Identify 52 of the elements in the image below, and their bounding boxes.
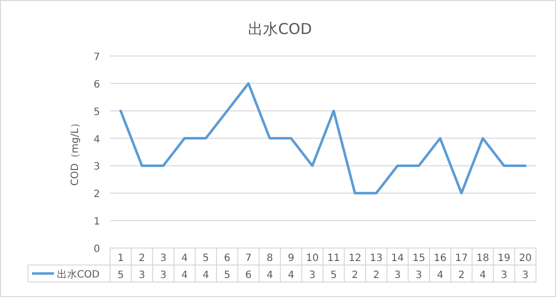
x-tick-label: 10	[306, 253, 319, 264]
x-tick-label: 8	[266, 253, 273, 264]
x-tick-label: 9	[288, 253, 294, 264]
x-tick-label: 14	[391, 253, 404, 264]
data-label: 5	[224, 270, 230, 281]
y-tick-label: 2	[94, 189, 100, 200]
data-label: 3	[394, 270, 401, 281]
y-tick-label: 1	[94, 216, 100, 228]
y-tick-label: 6	[94, 79, 100, 90]
x-tick-label: 6	[224, 253, 230, 264]
y-tick-label: 4	[94, 134, 100, 146]
chart-title: 出水COD	[248, 20, 312, 38]
data-label: 4	[266, 270, 273, 281]
legend-label: 出水COD	[57, 268, 100, 280]
x-tick-label: 7	[245, 253, 252, 264]
x-tick-label: 2	[138, 253, 146, 264]
data-label: 2	[373, 270, 380, 281]
x-tick-label: 16	[434, 253, 447, 264]
data-label: 4	[181, 270, 188, 281]
line-series	[119, 82, 527, 194]
y-tick-label: 5	[94, 106, 100, 118]
data-label: 4	[202, 270, 210, 281]
data-label: 2	[458, 270, 465, 281]
data-label: 3	[309, 270, 316, 281]
data-label: 3	[160, 270, 166, 281]
data-label: 5	[117, 270, 124, 281]
data-label: 3	[416, 270, 422, 281]
x-tick-label: 18	[476, 253, 490, 264]
y-axis-title: COD（mg/L）	[70, 118, 81, 186]
x-tick-label: 20	[518, 253, 532, 264]
x-tick-label: 15	[412, 253, 426, 264]
x-tick-label: 11	[327, 253, 340, 264]
x-tick-label: 12	[348, 253, 362, 264]
x-tick-label: 5	[202, 253, 210, 264]
data-label: 2	[352, 270, 358, 281]
data-label: 6	[245, 270, 252, 281]
data-label: 5	[330, 270, 337, 281]
x-tick-label: 4	[181, 253, 188, 264]
data-label: 4	[436, 270, 444, 281]
y-tick-label: 0	[94, 244, 100, 255]
y-tick-label: 3	[94, 162, 100, 173]
y-tick-label: 7	[94, 52, 100, 63]
data-label: 3	[522, 270, 529, 281]
x-tick-label: 1	[117, 253, 124, 264]
x-tick-label: 13	[370, 253, 383, 264]
data-label: 3	[500, 270, 508, 281]
data-label: 3	[138, 270, 146, 281]
x-tick-label: 3	[160, 253, 166, 264]
x-tick-label: 19	[498, 253, 510, 264]
x-tick-label: 17	[455, 253, 468, 264]
data-label: 4	[480, 270, 486, 281]
data-label: 4	[288, 270, 294, 281]
